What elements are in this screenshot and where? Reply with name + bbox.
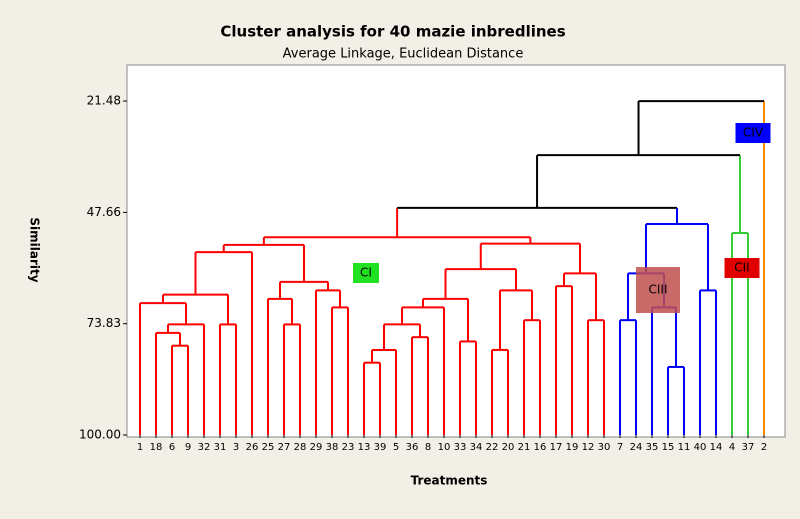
leaf-label: 2: [761, 442, 767, 453]
chart-subtitle: Average Linkage, Euclidean Distance: [283, 47, 524, 62]
leaf-label: 6: [169, 442, 175, 453]
leaf-label: 40: [694, 442, 707, 453]
leaf-label: 38: [326, 442, 339, 453]
cluster-label-box: [724, 258, 760, 278]
leaf-label: 8: [425, 442, 431, 453]
leaf-label: 28: [294, 442, 307, 453]
cluster-label: CI: [360, 266, 372, 280]
plot-area: [126, 64, 786, 438]
leaf-label: 11: [678, 442, 691, 453]
leaf-label: 19: [566, 442, 579, 453]
cluster-label: CII: [734, 261, 749, 275]
leaf-label: 30: [598, 442, 611, 453]
y-tick-label: 100.00: [79, 428, 121, 442]
leaf-label: 26: [246, 442, 259, 453]
leaf-label: 21: [518, 442, 531, 453]
leaf-label: 12: [582, 442, 595, 453]
x-axis-label: Treatments: [411, 474, 488, 488]
leaf-label: 39: [374, 442, 387, 453]
y-axis-label: Similarity: [28, 217, 42, 282]
cluster-label: CIV: [743, 126, 764, 140]
leaf-label: 27: [278, 442, 291, 453]
leaf-label: 4: [729, 442, 735, 453]
leaf-label: 31: [214, 442, 227, 453]
leaf-label: 18: [150, 442, 163, 453]
leaf-label: 25: [262, 442, 275, 453]
leaf-label: 14: [710, 442, 723, 453]
leaf-label: 1: [137, 442, 143, 453]
leaf-label: 37: [742, 442, 755, 453]
leaf-label: 20: [502, 442, 515, 453]
cluster-label: CIII: [649, 283, 668, 297]
y-tick-label: 73.83: [87, 316, 121, 330]
leaf-label: 7: [617, 442, 623, 453]
leaf-label: 13: [358, 442, 371, 453]
leaf-label: 3: [233, 442, 239, 453]
leaf-label: 22: [486, 442, 499, 453]
y-tick-label: 21.48: [87, 94, 121, 108]
y-tick-label: 47.66: [87, 205, 121, 219]
leaf-label: 29: [310, 442, 323, 453]
leaf-label: 15: [662, 442, 675, 453]
leaf-label: 23: [342, 442, 355, 453]
leaf-label: 9: [185, 442, 191, 453]
leaf-label: 34: [470, 442, 483, 453]
leaf-label: 33: [454, 442, 467, 453]
leaf-label: 5: [393, 442, 399, 453]
leaf-label: 36: [406, 442, 419, 453]
chart-title: Cluster analysis for 40 mazie inbredline…: [220, 23, 565, 41]
cluster-label-box: [353, 263, 379, 283]
leaf-label: 16: [534, 442, 547, 453]
cluster-label-box: [636, 267, 680, 313]
leaf-label: 24: [630, 442, 643, 453]
leaf-label: 17: [550, 442, 563, 453]
leaf-label: 35: [646, 442, 659, 453]
leaf-label: 10: [438, 442, 451, 453]
cluster-label-box: [735, 123, 771, 143]
leaf-label: 32: [198, 442, 211, 453]
